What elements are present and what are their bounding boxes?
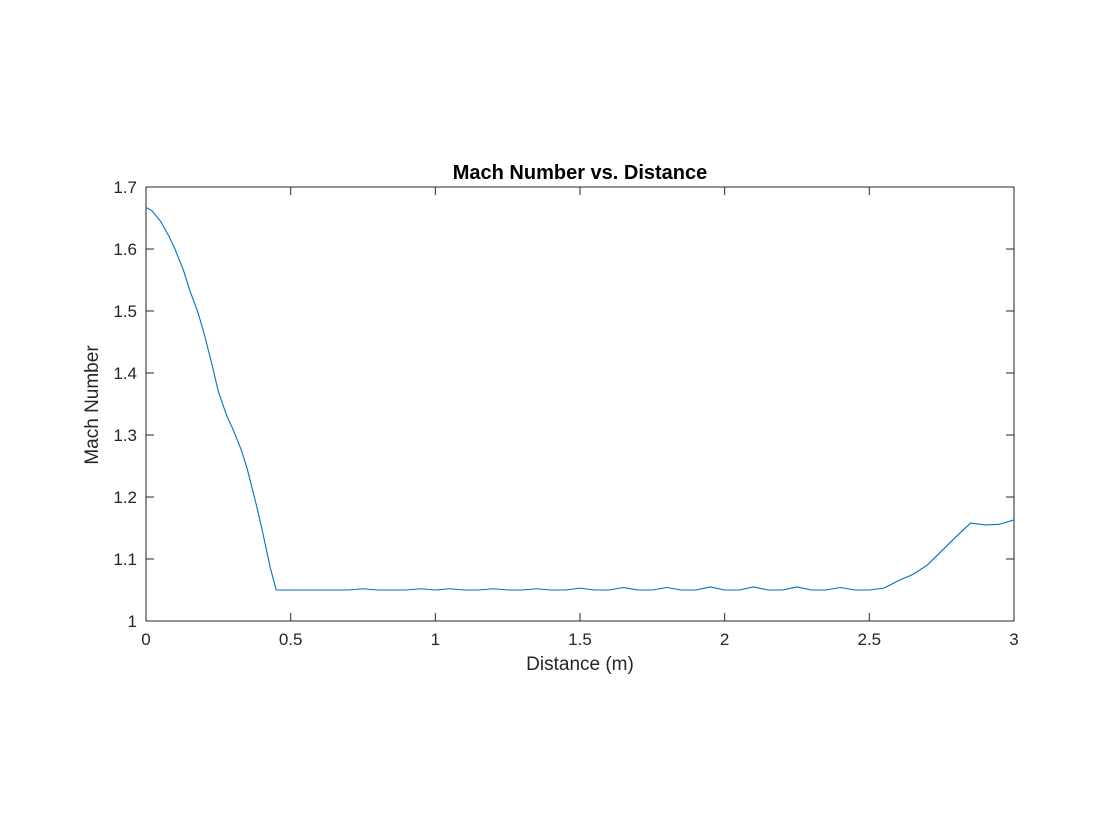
y-tick-label: 1.2: [113, 488, 137, 507]
x-tick-label: 2: [720, 630, 729, 649]
x-tick-label: 2.5: [858, 630, 882, 649]
series-line-0: [145, 206, 1015, 591]
y-tick-label: 1.7: [113, 178, 137, 197]
y-tick-label: 1.3: [113, 426, 137, 445]
series-layer: [145, 206, 1015, 591]
x-tick-label: 3: [1009, 630, 1018, 649]
x-tick-label: 0: [141, 630, 150, 649]
x-ticks: 0 0.5 1 1.5 2 2.5 3: [141, 187, 1019, 649]
y-tick-label: 1.5: [113, 302, 137, 321]
x-axis-label: Distance (m): [526, 654, 634, 675]
y-tick-label: 1.6: [113, 240, 137, 259]
plot-area: [145, 186, 1015, 622]
chart-title: Mach Number vs. Distance: [453, 162, 708, 184]
y-tick-label: 1.1: [113, 550, 137, 569]
y-tick-label: 1: [128, 612, 137, 631]
y-tick-label: 1.4: [113, 364, 137, 383]
y-ticks: 1 1.1 1.2 1.3 1.4 1.5 1.6 1.7: [113, 178, 1014, 631]
x-tick-label: 1: [431, 630, 440, 649]
x-tick-label: 1.5: [568, 630, 592, 649]
axes-box: [145, 186, 1015, 622]
y-axis-label: Mach Number: [82, 345, 103, 465]
x-tick-label: 0.5: [279, 630, 303, 649]
